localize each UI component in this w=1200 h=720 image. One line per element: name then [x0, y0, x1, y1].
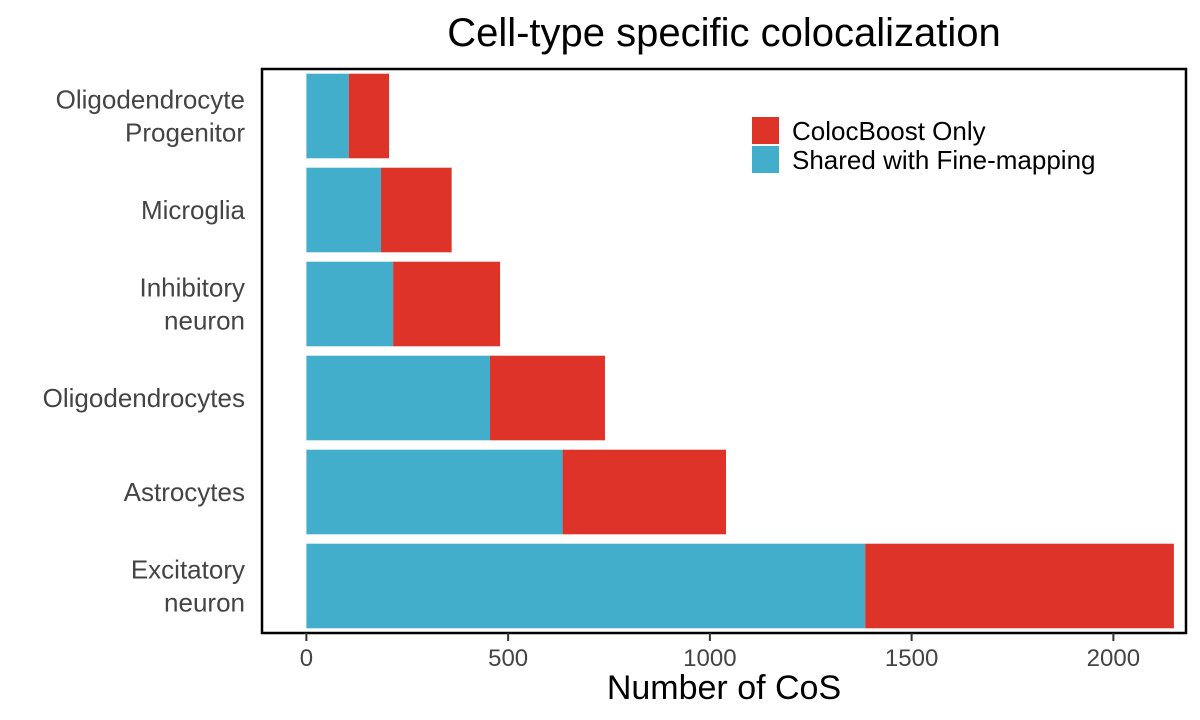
x-tick-label: 1500 [885, 645, 938, 672]
bar-astrocytes-colocboost-only [562, 449, 727, 535]
x-tick-label: 500 [488, 645, 528, 672]
bar-excitatory-neuron-shared-with-fine-mapping [306, 543, 866, 629]
category-label: Oligodendrocyte [56, 85, 245, 115]
x-tick-label: 0 [300, 645, 313, 672]
legend-label-shared-with-fine-mapping: Shared with Fine-mapping [792, 145, 1096, 175]
bars-group [306, 73, 1174, 629]
legend-label-colocboost-only: ColocBoost Only [792, 116, 986, 146]
bar-microglia-colocboost-only [381, 167, 452, 253]
bar-oligodendrocytes-colocboost-only [489, 355, 605, 441]
bar-microglia-shared-with-fine-mapping [306, 167, 382, 253]
category-label: Astrocytes [124, 477, 245, 507]
bar-inhibitory-neuron-colocboost-only [393, 261, 501, 347]
x-axis-title: Number of CoS [607, 669, 841, 707]
category-label: Microglia [141, 195, 246, 225]
bar-inhibitory-neuron-shared-with-fine-mapping [306, 261, 394, 347]
bar-excitatory-neuron-colocboost-only [865, 543, 1174, 629]
bar-oligodendrocyte-progenitor-shared-with-fine-mapping [306, 73, 349, 159]
x-tick-label: 1000 [683, 645, 736, 672]
x-tick-label: 2000 [1087, 645, 1140, 672]
legend-swatch-colocboost-only [752, 117, 779, 144]
x-axis-ticks: 0 500 1000 1500 2000 [300, 633, 1140, 672]
chart-title: Cell-type specific colocalization [447, 11, 1001, 55]
plot-frame [260, 67, 1188, 635]
bar-oligodendrocytes-shared-with-fine-mapping [306, 355, 490, 441]
category-label: Excitatory [131, 555, 245, 585]
category-label: Oligodendrocytes [43, 383, 245, 413]
bar-oligodendrocyte-progenitor-colocboost-only [348, 73, 390, 159]
category-label: neuron [164, 588, 245, 618]
category-label: Progenitor [125, 118, 245, 148]
bar-astrocytes-shared-with-fine-mapping [306, 449, 563, 535]
category-label: Inhibitory [140, 273, 246, 303]
legend-swatch-shared-with-fine-mapping [752, 146, 779, 173]
category-label: neuron [164, 306, 245, 336]
